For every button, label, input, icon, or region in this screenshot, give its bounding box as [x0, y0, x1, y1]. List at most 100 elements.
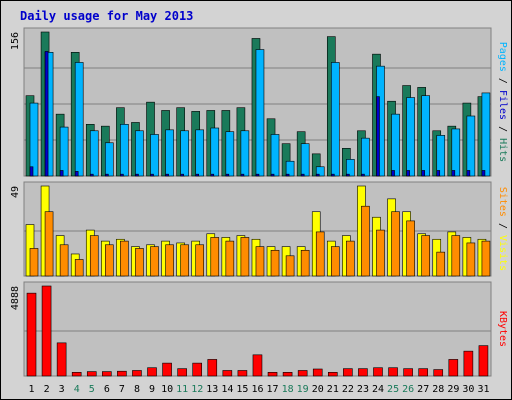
bar-sites [466, 242, 476, 277]
bar-pages [346, 173, 350, 177]
bar-files [195, 129, 205, 177]
bar-sites [406, 220, 415, 277]
bar-pages [330, 173, 335, 177]
bar-sites [315, 231, 325, 277]
x-tick-label: 10 [161, 384, 173, 395]
bar-files [59, 126, 69, 177]
bar-sites [270, 249, 280, 277]
bar-kbytes [448, 359, 459, 377]
bar-files [330, 62, 340, 177]
bar-sites [391, 211, 400, 277]
bar-pages [300, 173, 305, 177]
x-tick-label: 29 [447, 384, 459, 395]
bar-pages [180, 173, 184, 177]
bar-sites [451, 235, 461, 277]
bar-kbytes [102, 371, 112, 377]
bar-pages [391, 170, 395, 177]
chart-title: Daily usage for May 2013 [20, 9, 193, 23]
bar-pages [150, 173, 154, 177]
bar-kbytes [433, 369, 444, 377]
bar-kbytes [26, 292, 37, 377]
bar-files [451, 128, 461, 177]
side-label-part: / [497, 120, 508, 138]
x-tick-label: 8 [134, 384, 140, 395]
bar-sites [29, 248, 39, 277]
x-tick-label: 7 [119, 384, 125, 395]
x-tick-label: 18 [282, 384, 294, 395]
bar-kbytes [403, 368, 413, 377]
bar-kbytes [343, 368, 353, 377]
bar-kbytes [56, 342, 67, 377]
bar-sites [195, 244, 205, 277]
bar-sites [180, 244, 189, 277]
bar-files [361, 137, 370, 177]
x-tick-label: 15 [236, 384, 248, 395]
x-tick-label: 12 [191, 384, 203, 395]
bar-sites [135, 248, 144, 277]
x-tick-label: 22 [342, 384, 354, 395]
bar-pages [44, 51, 49, 177]
bar-pages [255, 173, 260, 177]
bar-files [180, 130, 189, 177]
bar-kbytes [327, 372, 338, 377]
bar-kbytes [147, 367, 157, 377]
bar-sites [44, 211, 54, 277]
x-tick-label: 20 [312, 384, 324, 395]
bar-files [406, 97, 415, 177]
bar-kbytes [388, 367, 398, 377]
bar-sites [255, 246, 265, 277]
x-tick-label: 28 [432, 384, 444, 395]
x-tick-label: 13 [206, 384, 218, 395]
bar-kbytes [478, 345, 489, 377]
bar-files [285, 160, 295, 177]
bar-kbytes [282, 372, 293, 377]
bar-sites [436, 251, 446, 277]
bar-pages [59, 170, 64, 177]
side-label-part: Sites [497, 187, 508, 217]
panel-visits-sites: 49 Sites / Visits [10, 181, 508, 277]
side-label-part: Visits [497, 235, 508, 271]
x-tick-label: 16 [251, 384, 263, 395]
bar-kbytes [418, 368, 428, 377]
x-tick-label: 17 [267, 384, 279, 395]
bar-kbytes [192, 362, 203, 377]
bar-sites [300, 249, 310, 277]
x-tick-label: 6 [104, 384, 110, 395]
bar-kbytes [71, 372, 82, 377]
x-tick-label: 4 [74, 384, 80, 395]
bar-pages [436, 170, 441, 177]
bar-pages [285, 173, 290, 177]
bar-sites [346, 240, 355, 277]
x-tick-label: 21 [327, 384, 339, 395]
bar-pages [481, 170, 486, 177]
bar-kbytes [267, 372, 278, 377]
bar-kbytes [162, 362, 172, 377]
bar-files [300, 143, 310, 177]
x-tick-label: 2 [44, 384, 50, 395]
bar-files [270, 134, 280, 177]
bar-pages [210, 173, 215, 177]
bar-files [255, 49, 265, 177]
bar-files [135, 130, 144, 177]
bar-sites [150, 246, 159, 277]
bar-sites [225, 240, 235, 277]
x-tick-label: 24 [372, 384, 384, 395]
bar-sites [165, 244, 174, 277]
bar-kbytes [358, 368, 368, 377]
bar-kbytes [297, 370, 308, 377]
side-label-part: Pages [497, 42, 508, 72]
bar-kbytes [117, 370, 127, 377]
bar-kbytes [463, 350, 474, 377]
bar-pages [451, 170, 456, 177]
bar-sites [240, 237, 250, 277]
bar-files [391, 113, 400, 177]
x-tick-label: 3 [59, 384, 65, 395]
bar-kbytes [207, 359, 218, 377]
x-tick-label: 9 [149, 384, 155, 395]
bar-kbytes [252, 354, 263, 377]
bar-pages [225, 173, 230, 177]
panel-hits-files-pages: 156 Pages / Files / Hits [10, 27, 508, 177]
bar-kbytes [41, 285, 52, 377]
side-label-part: Files [497, 90, 508, 120]
